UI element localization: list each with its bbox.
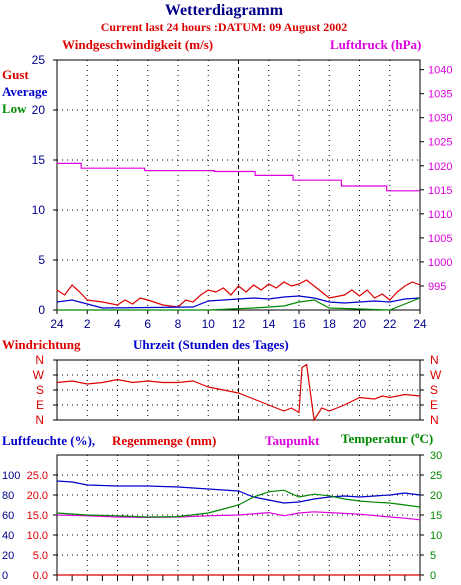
wind-series-luftdruck <box>57 162 420 192</box>
legend-average: Average <box>2 84 47 99</box>
pressure-y-label: 1025 <box>428 137 452 149</box>
x-tick-label: 16 <box>292 317 306 331</box>
direction-y-label-left: N <box>35 353 44 367</box>
humidity-y-label: 20 <box>2 550 14 562</box>
x-tick-label: 20 <box>353 317 367 331</box>
temperature-y-label: 5 <box>430 550 436 562</box>
wind-y-label: 20 <box>32 103 46 117</box>
x-tick-label: 6 <box>144 317 151 331</box>
temperature-y-label: 30 <box>430 450 442 462</box>
humidity-y-label: 0 <box>2 570 8 582</box>
dewpoint-title: Taupunkt <box>265 433 320 448</box>
wind-series-gust <box>56 279 421 308</box>
direction-y-label-left: N <box>35 413 44 427</box>
rain-title: Regenmenge (mm) <box>112 433 216 448</box>
pressure-y-label: 1035 <box>428 89 452 101</box>
direction-y-label-right: N <box>430 413 439 427</box>
pressure-y-label: 1040 <box>428 65 452 77</box>
x-tick-label: 8 <box>175 317 182 331</box>
wind-series-average <box>56 295 421 309</box>
legend-gust: Gust <box>2 67 29 82</box>
wind-y-label: 25 <box>32 53 46 67</box>
climate-series-temperatur <box>56 489 421 518</box>
humidity-y-label: 60 <box>2 510 14 522</box>
legend-low: Low <box>2 101 27 116</box>
humidity-y-label: 40 <box>2 530 14 542</box>
wind-y-label: 10 <box>32 203 46 217</box>
x-axis-label: Uhrzeit (Stunden des Tages) <box>133 337 289 352</box>
climate-series-luftfeuchte <box>56 480 421 504</box>
temperature-title-text: Temperatur ( <box>341 431 415 446</box>
rain-y-label: 10.0 <box>27 530 48 542</box>
wind-direction-title: Windrichtung <box>2 337 81 352</box>
wind-y-label: 0 <box>38 303 45 317</box>
wind-speed-title: Windgeschwindigkeit (m/s) <box>62 37 213 52</box>
pressure-title: Luftdruck (hPa) <box>330 37 421 52</box>
x-tick-label: 24 <box>413 317 427 331</box>
pressure-y-label: 1015 <box>428 185 452 197</box>
x-tick-label: 4 <box>114 317 121 331</box>
direction-y-label-right: E <box>430 398 438 412</box>
wind-series-low <box>57 297 421 311</box>
temperature-y-label: 0 <box>430 570 436 582</box>
rain-y-label: 15.0 <box>27 510 48 522</box>
temperature-degree: o <box>415 430 420 440</box>
direction-y-label-left: S <box>36 383 44 397</box>
direction-y-label-right: S <box>430 383 438 397</box>
x-tick-label: 12 <box>232 317 246 331</box>
direction-y-label-right: W <box>430 368 442 382</box>
temperature-y-label: 25 <box>430 470 442 482</box>
x-tick-label: 24 <box>50 317 64 331</box>
chart-subtitle: Current last 24 hours :DATUM: 09 August … <box>101 20 348 34</box>
rain-y-label: 5.0 <box>33 550 48 562</box>
temperature-y-label: 15 <box>430 510 442 522</box>
temperature-y-label: 10 <box>430 530 442 542</box>
rain-y-label: 0.0 <box>33 570 48 582</box>
humidity-y-label: 100 <box>2 470 20 482</box>
rain-y-label: 25.0 <box>27 470 48 482</box>
temperature-y-label: 20 <box>430 490 442 502</box>
humidity-y-label: 80 <box>2 490 14 502</box>
humidity-title: Luftfeuchte (%), <box>2 433 95 448</box>
rain-y-label: 20.0 <box>27 490 48 502</box>
pressure-y-label: 1010 <box>428 209 452 221</box>
temperature-title: Temperatur (oC) <box>341 430 433 446</box>
x-tick-label: 18 <box>323 317 337 331</box>
x-tick-label: 2 <box>84 317 91 331</box>
x-tick-label: 10 <box>202 317 216 331</box>
pressure-y-label: 1000 <box>428 257 452 269</box>
temperature-unit: C) <box>420 431 434 446</box>
x-tick-label: 22 <box>383 317 397 331</box>
chart-title: Wetterdiagramm <box>165 2 284 19</box>
direction-y-label-left: E <box>36 398 44 412</box>
pressure-y-label: 995 <box>428 281 446 293</box>
pressure-y-label: 1030 <box>428 113 452 125</box>
pressure-y-label: 1005 <box>428 233 452 245</box>
climate-series-taupunkt <box>56 511 421 521</box>
direction-y-label-left: W <box>33 368 45 382</box>
direction-series <box>56 363 421 422</box>
x-tick-label: 14 <box>262 317 276 331</box>
pressure-y-label: 1020 <box>428 161 452 173</box>
wind-y-label: 15 <box>32 153 46 167</box>
wind-y-label: 5 <box>38 253 45 267</box>
direction-y-label-right: N <box>430 353 439 367</box>
